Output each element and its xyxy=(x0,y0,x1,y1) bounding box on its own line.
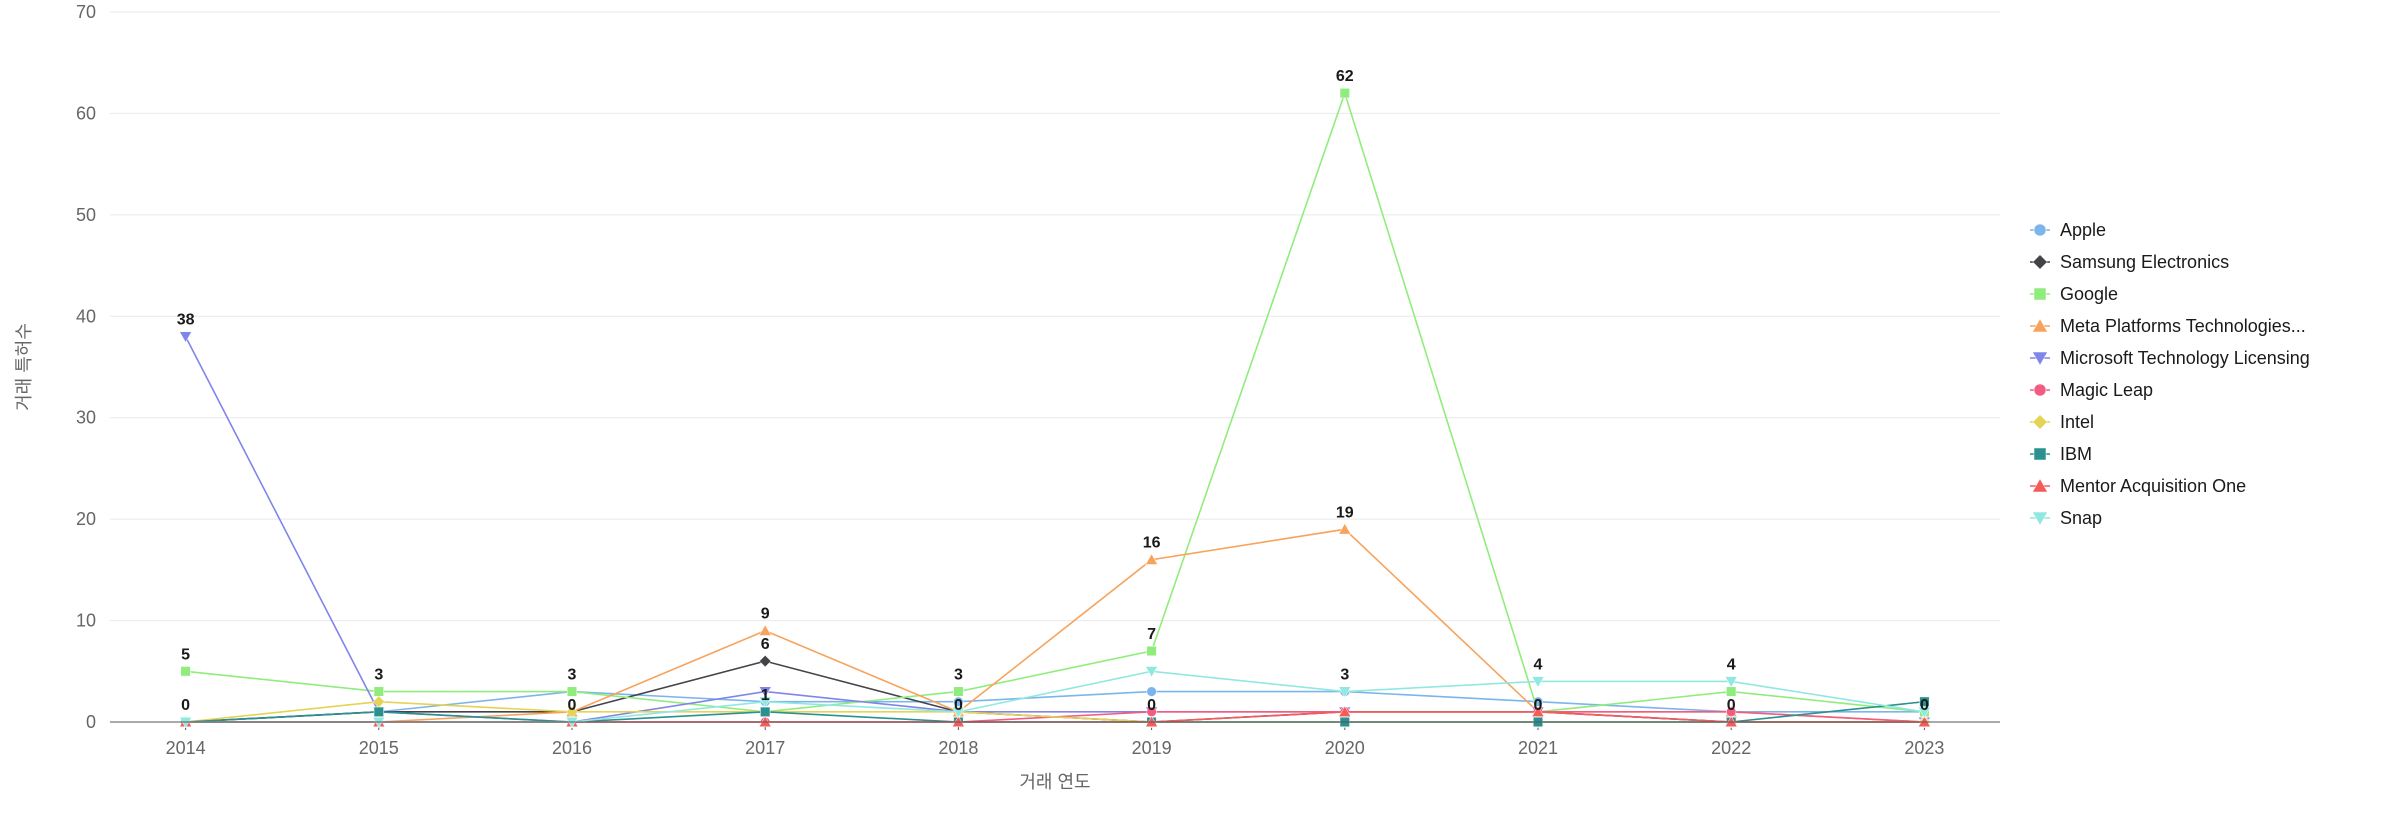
y-tick-label: 70 xyxy=(76,2,96,22)
data-marker[interactable] xyxy=(760,707,770,717)
data-marker[interactable] xyxy=(1726,687,1736,697)
legend-label[interactable]: Magic Leap xyxy=(2060,380,2153,400)
x-tick-label: 2017 xyxy=(745,738,785,758)
legend-label[interactable]: Apple xyxy=(2060,220,2106,240)
legend-label[interactable]: IBM xyxy=(2060,444,2092,464)
data-label: 3 xyxy=(568,667,577,684)
y-tick-label: 50 xyxy=(76,205,96,225)
data-label: 0 xyxy=(181,697,190,714)
legend-label[interactable]: Snap xyxy=(2060,508,2102,528)
x-tick-label: 2016 xyxy=(552,738,592,758)
x-tick-label: 2018 xyxy=(938,738,978,758)
data-marker[interactable] xyxy=(374,707,384,717)
data-marker[interactable] xyxy=(567,687,577,697)
data-label: 3 xyxy=(1340,667,1349,684)
legend-swatch-marker xyxy=(2034,448,2046,460)
x-tick-label: 2015 xyxy=(359,738,399,758)
legend-label[interactable]: Microsoft Technology Licensing xyxy=(2060,348,2310,368)
legend-swatch-marker xyxy=(2034,288,2046,300)
data-label: 7 xyxy=(1147,626,1156,643)
data-label: 62 xyxy=(1336,68,1354,85)
x-tick-label: 2014 xyxy=(166,738,206,758)
legend-label[interactable]: Samsung Electronics xyxy=(2060,252,2229,272)
data-label: 4 xyxy=(1727,656,1736,673)
data-marker[interactable] xyxy=(1340,88,1350,98)
y-tick-label: 20 xyxy=(76,509,96,529)
data-marker[interactable] xyxy=(374,687,384,697)
data-label: 0 xyxy=(568,697,577,714)
data-marker[interactable] xyxy=(181,666,191,676)
y-tick-label: 40 xyxy=(76,306,96,326)
x-tick-label: 2021 xyxy=(1518,738,1558,758)
data-label: 1 xyxy=(761,687,770,704)
data-label: 4 xyxy=(1534,656,1543,673)
data-label: 0 xyxy=(1920,697,1929,714)
legend-label[interactable]: Meta Platforms Technologies... xyxy=(2060,316,2306,336)
data-label: 5 xyxy=(181,646,190,663)
data-marker[interactable] xyxy=(954,687,964,697)
data-label: 0 xyxy=(1147,697,1156,714)
y-tick-label: 60 xyxy=(76,103,96,123)
data-marker[interactable] xyxy=(1147,687,1157,697)
y-tick-label: 30 xyxy=(76,408,96,428)
data-label: 9 xyxy=(761,606,770,623)
x-tick-label: 2020 xyxy=(1325,738,1365,758)
x-tick-label: 2019 xyxy=(1132,738,1172,758)
legend-label[interactable]: Intel xyxy=(2060,412,2094,432)
data-label: 3 xyxy=(374,667,383,684)
x-tick-label: 2022 xyxy=(1711,738,1751,758)
legend-label[interactable]: Mentor Acquisition One xyxy=(2060,476,2246,496)
y-tick-label: 10 xyxy=(76,611,96,631)
data-label: 0 xyxy=(1534,697,1543,714)
data-label: 0 xyxy=(954,697,963,714)
y-axis-title: 거래 특허수 xyxy=(14,323,34,411)
x-axis-title: 거래 연도 xyxy=(1019,772,1090,792)
data-marker[interactable] xyxy=(1147,646,1157,656)
y-tick-label: 0 xyxy=(86,712,96,732)
data-label: 16 xyxy=(1143,535,1161,552)
legend-swatch-marker xyxy=(2034,384,2046,396)
data-label: 3 xyxy=(954,667,963,684)
data-label: 0 xyxy=(1727,697,1736,714)
legend-swatch-marker xyxy=(2034,224,2046,236)
x-tick-label: 2023 xyxy=(1904,738,1944,758)
chart-container: 0102030405060702014201520162017201820192… xyxy=(0,0,2386,818)
data-label: 6 xyxy=(761,636,770,653)
legend-label[interactable]: Google xyxy=(2060,284,2118,304)
data-label: 38 xyxy=(177,312,195,329)
data-label: 19 xyxy=(1336,504,1354,521)
chart-svg: 0102030405060702014201520162017201820192… xyxy=(0,0,2386,813)
